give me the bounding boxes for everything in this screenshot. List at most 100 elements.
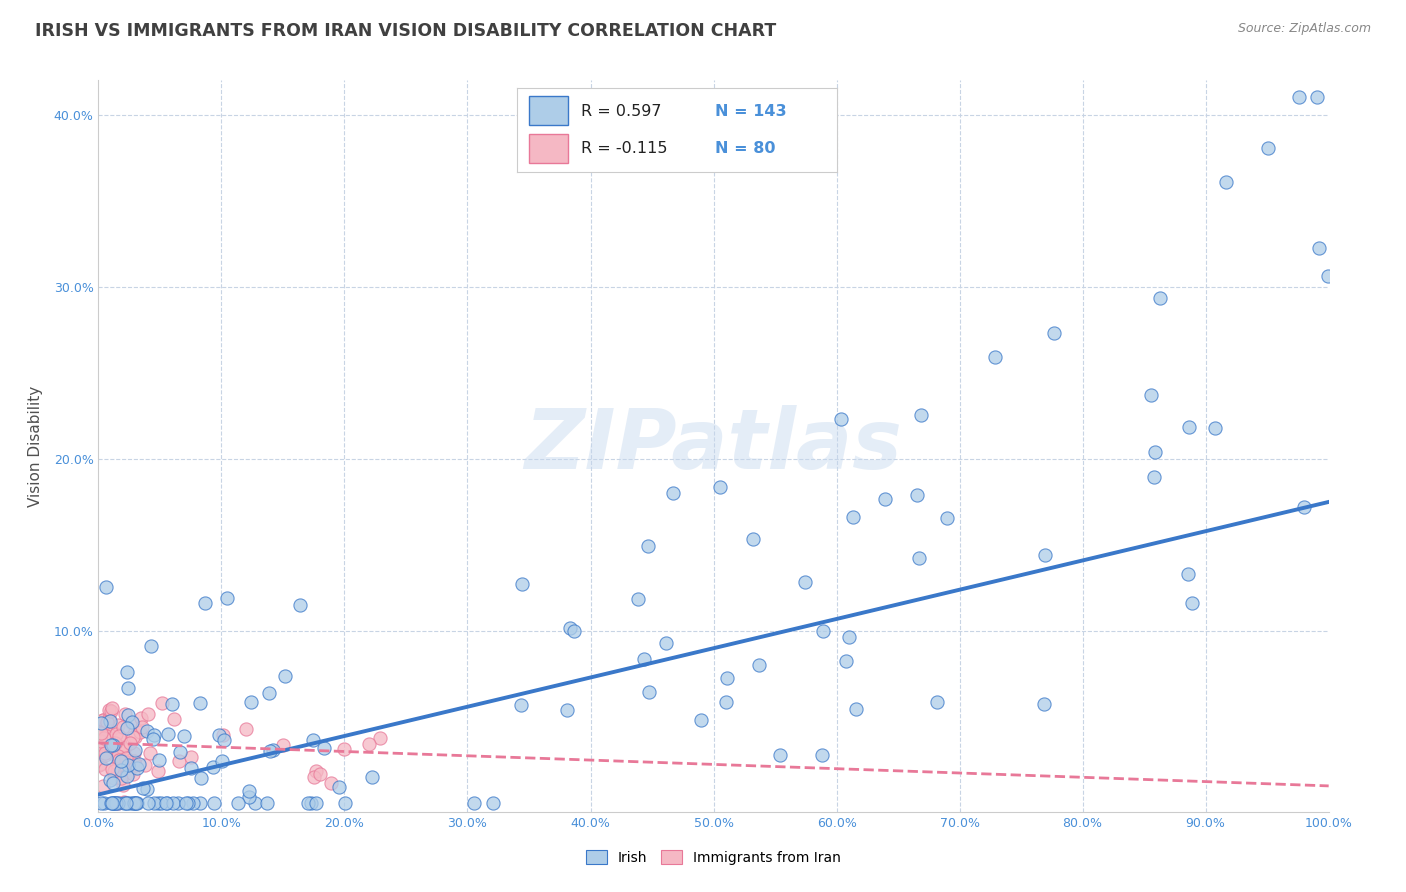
- Point: [94, 748, 117, 763]
- Point: [93, 713, 115, 727]
- Point: [690, 714, 713, 728]
- Point: [1316, 269, 1339, 284]
- Point: [120, 796, 142, 810]
- Point: [103, 775, 125, 789]
- Text: R = 0.597: R = 0.597: [581, 103, 661, 119]
- Point: [240, 695, 263, 709]
- Point: [262, 743, 284, 757]
- Point: [112, 742, 135, 756]
- Point: [94, 720, 117, 734]
- Point: [107, 718, 129, 732]
- Point: [101, 762, 124, 776]
- Point: [1035, 548, 1057, 562]
- Point: [122, 767, 145, 781]
- Point: [177, 796, 200, 810]
- Point: [936, 511, 959, 525]
- Point: [112, 795, 135, 809]
- Point: [359, 737, 381, 751]
- Point: [160, 698, 183, 712]
- Point: [94, 730, 117, 744]
- Point: [98, 721, 121, 735]
- Point: [114, 755, 136, 769]
- Point: [1292, 500, 1315, 515]
- Point: [97, 710, 120, 724]
- Point: [481, 796, 503, 810]
- Y-axis label: Vision Disability: Vision Disability: [28, 385, 42, 507]
- Point: [117, 681, 139, 695]
- Point: [100, 739, 122, 753]
- Point: [89, 725, 111, 739]
- Point: [125, 761, 148, 775]
- Point: [136, 782, 159, 797]
- Point: [131, 780, 153, 795]
- Point: [91, 779, 114, 793]
- Point: [98, 773, 121, 788]
- Point: [238, 789, 260, 804]
- Point: [299, 796, 322, 810]
- Point: [87, 739, 110, 754]
- Point: [101, 796, 124, 810]
- Point: [89, 741, 111, 756]
- Point: [768, 747, 790, 762]
- Point: [173, 730, 195, 744]
- Point: [1042, 326, 1064, 341]
- Point: [103, 771, 125, 785]
- Point: [1140, 388, 1163, 402]
- Point: [112, 796, 135, 810]
- Point: [101, 701, 124, 715]
- Point: [94, 747, 117, 761]
- Point: [368, 731, 391, 746]
- Point: [302, 770, 325, 784]
- Point: [360, 770, 382, 784]
- Point: [1149, 291, 1171, 305]
- Point: [90, 725, 112, 739]
- Point: [91, 739, 114, 753]
- Point: [510, 698, 533, 713]
- Point: [101, 738, 124, 752]
- Point: [110, 754, 132, 768]
- Point: [114, 796, 136, 810]
- Point: [104, 736, 127, 750]
- Point: [167, 754, 190, 768]
- Point: [202, 796, 225, 810]
- Point: [93, 744, 115, 758]
- Point: [122, 754, 145, 768]
- Point: [90, 734, 112, 748]
- Point: [96, 714, 118, 729]
- Point: [111, 778, 134, 792]
- Legend: Irish, Immigrants from Iran: Irish, Immigrants from Iran: [581, 845, 846, 871]
- Point: [555, 703, 578, 717]
- Point: [212, 728, 235, 742]
- Point: [108, 743, 131, 757]
- FancyBboxPatch shape: [530, 134, 568, 163]
- Point: [235, 722, 257, 736]
- Point: [194, 596, 217, 610]
- Point: [107, 757, 129, 772]
- Point: [94, 732, 117, 747]
- Point: [117, 758, 139, 772]
- Point: [748, 657, 770, 672]
- Point: [271, 738, 294, 752]
- Point: [637, 539, 659, 553]
- Point: [125, 796, 148, 810]
- Point: [139, 746, 162, 760]
- Point: [155, 796, 177, 810]
- Point: [1288, 90, 1310, 104]
- Point: [98, 724, 121, 739]
- Point: [150, 697, 173, 711]
- Point: [148, 764, 170, 778]
- Point: [129, 711, 152, 725]
- Point: [188, 696, 211, 710]
- Point: [1257, 141, 1279, 155]
- Point: [169, 745, 191, 759]
- Point: [627, 591, 650, 606]
- Point: [709, 480, 731, 494]
- Point: [190, 772, 212, 786]
- Point: [273, 669, 295, 683]
- Point: [89, 757, 111, 772]
- Point: [830, 412, 852, 426]
- Point: [115, 721, 138, 735]
- Point: [139, 640, 162, 654]
- Point: [910, 408, 932, 422]
- Point: [845, 702, 868, 716]
